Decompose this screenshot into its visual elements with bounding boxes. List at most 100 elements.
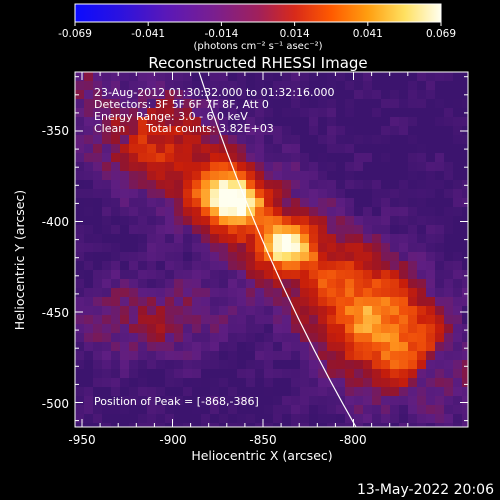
image-pixel: [264, 414, 274, 424]
image-pixel: [75, 279, 85, 289]
image-pixel: [390, 387, 400, 397]
image-pixel: [120, 108, 130, 118]
image-pixel: [246, 306, 256, 316]
image-pixel: [444, 306, 454, 316]
image-pixel: [327, 396, 337, 406]
image-pixel: [444, 297, 454, 307]
image-pixel: [147, 261, 157, 271]
image-pixel: [84, 108, 94, 118]
image-pixel: [282, 270, 292, 280]
image-pixel: [93, 306, 103, 316]
image-pixel: [255, 126, 265, 136]
image-pixel: [345, 144, 355, 154]
image-pixel: [174, 180, 184, 190]
image-pixel: [381, 387, 391, 397]
image-pixel: [426, 387, 436, 397]
image-pixel: [327, 342, 337, 352]
image-pixel: [174, 270, 184, 280]
image-pixel: [264, 225, 274, 235]
image-pixel: [426, 207, 436, 217]
image-pixel: [147, 360, 157, 370]
image-pixel: [237, 108, 247, 118]
image-pixel: [183, 351, 193, 361]
image-pixel: [318, 126, 328, 136]
image-pixel: [345, 261, 355, 271]
colorbar-tick-label: 0.014: [280, 28, 310, 40]
image-pixel: [453, 117, 463, 127]
image-pixel: [84, 414, 94, 424]
image-pixel: [111, 297, 121, 307]
image-pixel: [138, 405, 148, 415]
image-pixel: [291, 423, 301, 427]
image-pixel: [75, 351, 85, 361]
image-pixel: [273, 108, 283, 118]
image-pixel: [372, 396, 382, 406]
image-pixel: [390, 99, 400, 109]
image-pixel: [390, 126, 400, 136]
image-pixel: [453, 171, 463, 181]
image-pixel: [120, 207, 130, 217]
image-pixel: [408, 81, 418, 91]
image-pixel: [237, 171, 247, 181]
image-pixel: [156, 297, 166, 307]
image-pixel: [210, 153, 220, 163]
image-pixel: [264, 180, 274, 190]
image-pixel: [129, 297, 139, 307]
image-pixel: [129, 189, 139, 199]
image-pixel: [120, 378, 130, 388]
image-pixel: [336, 324, 346, 334]
image-pixel: [192, 306, 202, 316]
image-pixel: [444, 117, 454, 127]
image-pixel: [201, 99, 211, 109]
image-pixel: [156, 153, 166, 163]
image-pixel: [300, 243, 310, 253]
image-pixel: [273, 324, 283, 334]
image-pixel: [426, 378, 436, 388]
image-pixel: [120, 135, 130, 145]
image-pixel: [165, 153, 175, 163]
image-pixel: [336, 81, 346, 91]
image-pixel: [309, 414, 319, 424]
image-pixel: [84, 279, 94, 289]
image-pixel: [300, 171, 310, 181]
image-pixel: [372, 279, 382, 289]
image-pixel: [453, 333, 463, 343]
image-pixel: [129, 333, 139, 343]
image-pixel: [120, 252, 130, 262]
image-pixel: [444, 243, 454, 253]
image-pixel: [354, 360, 364, 370]
image-pixel: [300, 315, 310, 325]
image-pixel: [75, 162, 85, 172]
image-pixel: [453, 360, 463, 370]
image-pixel: [426, 315, 436, 325]
image-pixel: [426, 189, 436, 199]
image-pixel: [435, 315, 445, 325]
image-pixel: [345, 405, 355, 415]
image-pixel: [381, 405, 391, 415]
image-pixel: [435, 207, 445, 217]
image-pixel: [282, 162, 292, 172]
image-pixel: [345, 387, 355, 397]
image-pixel: [273, 396, 283, 406]
image-pixel: [318, 225, 328, 235]
image-pixel: [219, 225, 229, 235]
image-pixel: [210, 252, 220, 262]
image-pixel: [93, 243, 103, 253]
image-pixel: [390, 270, 400, 280]
image-pixel: [273, 378, 283, 388]
image-pixel: [165, 117, 175, 127]
image-pixel: [291, 72, 301, 82]
image-pixel: [444, 333, 454, 343]
image-pixel: [210, 315, 220, 325]
image-pixel: [129, 108, 139, 118]
image-pixel: [156, 135, 166, 145]
image-pixel: [219, 99, 229, 109]
image-pixel: [228, 351, 238, 361]
image-pixel: [93, 180, 103, 190]
image-pixel: [390, 216, 400, 226]
image-pixel: [120, 99, 130, 109]
image-pixel: [399, 360, 409, 370]
image-pixel: [75, 342, 85, 352]
image-pixel: [165, 315, 175, 325]
image-pixel: [237, 90, 247, 100]
